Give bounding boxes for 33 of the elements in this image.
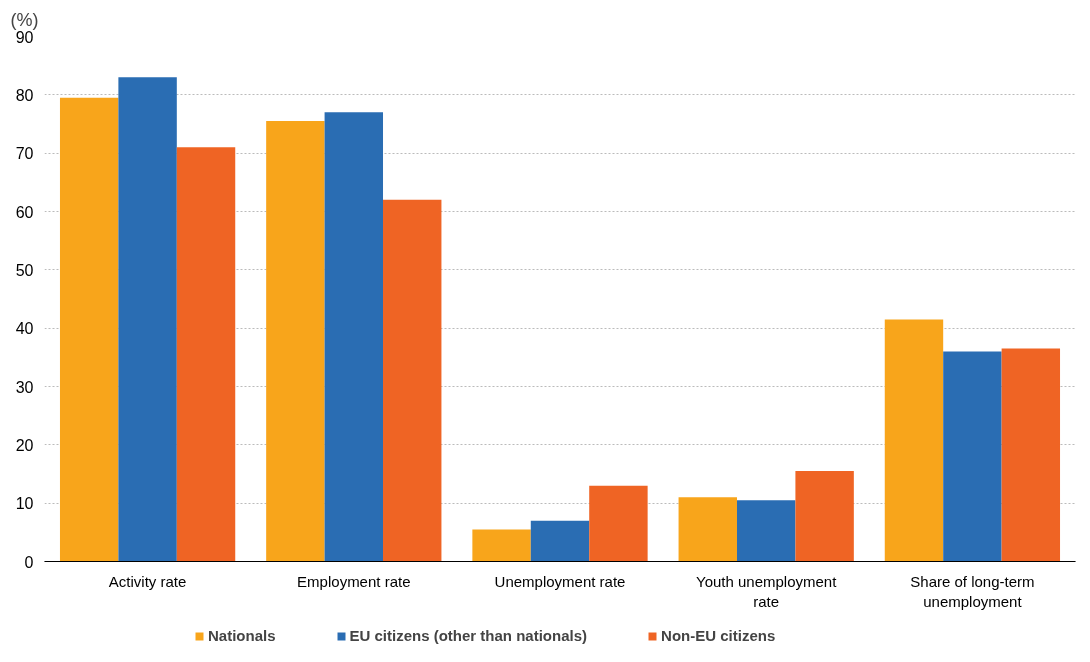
bar <box>266 121 325 562</box>
legend-label: Nationals <box>208 627 276 644</box>
y-tick-label: 0 <box>24 553 34 571</box>
x-tick-label: Share of long-term unemployment <box>910 572 1035 610</box>
bar <box>589 485 648 562</box>
bar <box>176 147 236 562</box>
legend-label: EU citizens (other than nationals) <box>349 627 588 644</box>
bar <box>678 497 737 562</box>
bar <box>472 529 531 562</box>
x-tick-label: Youth unemployment rate <box>696 572 838 610</box>
y-tick-label: 30 <box>15 378 34 396</box>
bar <box>530 520 590 562</box>
bar <box>59 97 119 562</box>
y-tick-label: 40 <box>15 320 34 338</box>
bar <box>884 319 944 562</box>
y-tick-label: 70 <box>15 145 34 163</box>
bar <box>1001 348 1061 562</box>
bar <box>943 351 1002 562</box>
legend-label: Non-EU citizens <box>661 627 776 644</box>
x-tick-label: Employment rate <box>297 572 411 590</box>
y-tick-label: 10 <box>15 495 34 513</box>
x-tick-label: Unemployment rate <box>494 572 626 590</box>
bar <box>795 471 854 562</box>
y-tick-label: 80 <box>15 86 34 104</box>
bar <box>324 112 384 562</box>
y-tick-label: 60 <box>15 203 34 221</box>
bar <box>118 77 177 562</box>
y-tick-label: 20 <box>15 436 34 454</box>
bar <box>383 199 442 562</box>
bar <box>736 500 796 562</box>
y-tick-label: 50 <box>15 261 34 279</box>
y-axis-title: (%) <box>10 9 39 30</box>
x-tick-label: Activity rate <box>108 572 187 590</box>
